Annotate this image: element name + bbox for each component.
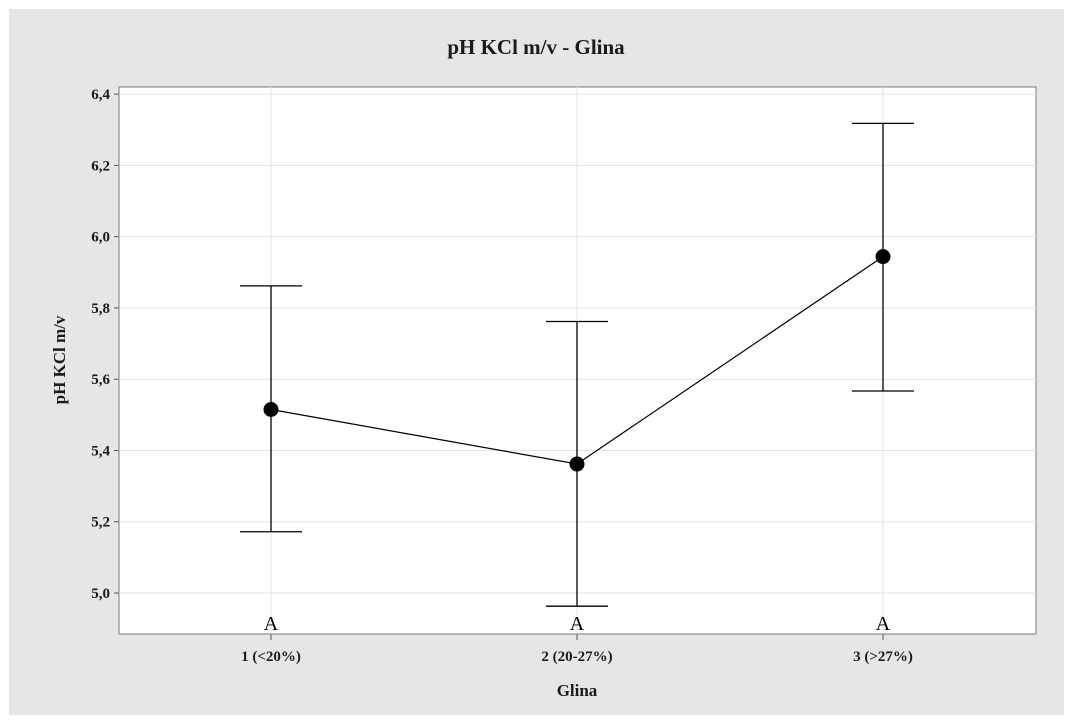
y-tick-label: 5,8 — [91, 301, 110, 317]
y-tick-label: 5,2 — [91, 515, 110, 531]
group-letter: A — [570, 613, 585, 635]
chart-title: pH KCl m/v - Glina — [447, 35, 625, 59]
x-axis-label: Glina — [557, 681, 598, 700]
y-tick-label: 5,4 — [91, 443, 110, 459]
y-tick-label: 5,0 — [91, 586, 110, 602]
y-tick-label: 6,2 — [91, 158, 110, 174]
x-axis-ticks: 1 (<20%) 2 (20-27%) 3 (>27%) — [241, 634, 913, 665]
y-tick-label: 6,4 — [91, 87, 110, 103]
x-tick-label: 1 (<20%) — [241, 649, 301, 665]
interval-plot: 5,0 5,2 5,4 5,6 5,8 6,0 6,2 6,4 1 (<20%) 2 (20-2… — [50, 35, 1037, 700]
x-tick-label: 3 (>27%) — [853, 649, 913, 665]
group-letter: A — [876, 613, 891, 635]
chart-frame: 5,0 5,2 5,4 5,6 5,8 6,0 6,2 6,4 1 (<20%) 2 (20-2… — [9, 9, 1064, 715]
mean-line — [270, 256, 884, 465]
mean-connecting-line — [270, 256, 884, 465]
y-tick-label: 5,6 — [91, 372, 110, 388]
y-tick-label: 6,0 — [91, 230, 110, 246]
y-axis-label: pH KCl m/v — [50, 315, 69, 404]
x-tick-label: 2 (20-27%) — [541, 649, 612, 665]
y-axis-ticks: 5,0 5,2 5,4 5,6 5,8 6,0 6,2 6,4 — [91, 87, 119, 602]
group-letter: A — [264, 613, 279, 635]
